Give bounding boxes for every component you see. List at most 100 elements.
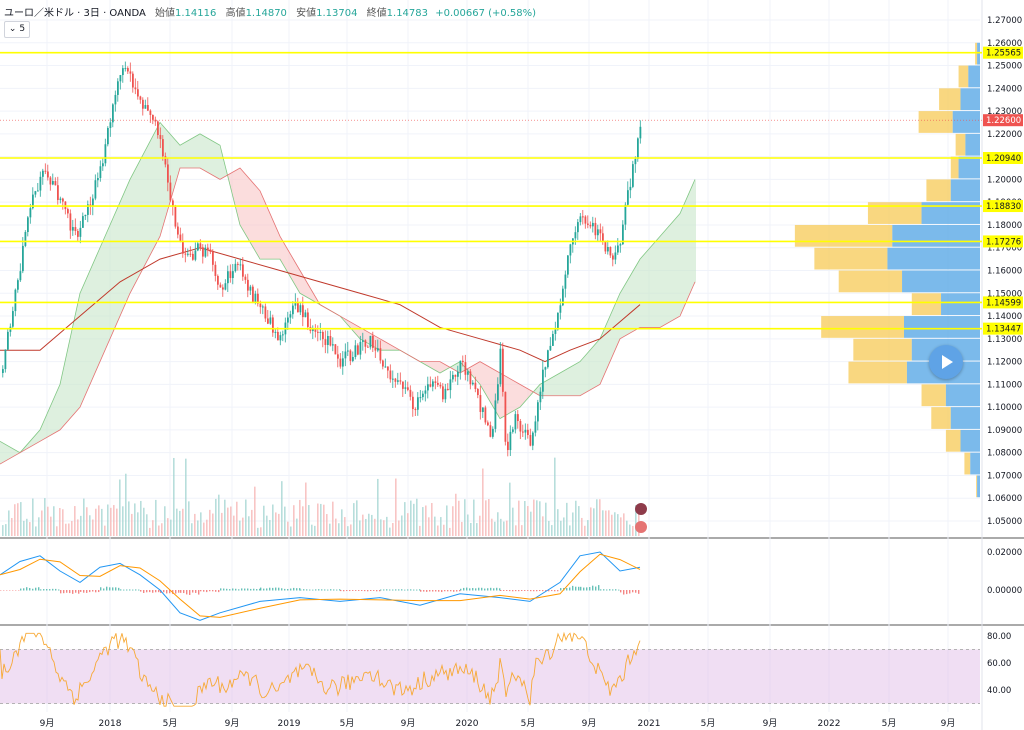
candle-body xyxy=(474,382,477,390)
macd-histogram-bar xyxy=(626,590,628,595)
current-price-badge xyxy=(983,114,1023,127)
volume-bar xyxy=(308,505,310,536)
candle-body xyxy=(49,177,52,185)
candle-body xyxy=(567,255,569,275)
change-value: +0.00667 (+0.58%) xyxy=(435,8,537,19)
price-tick-label: 1.17000 xyxy=(987,244,1022,254)
macd-histogram-bar xyxy=(126,589,128,591)
ichimoku-cloud-segment xyxy=(546,379,549,396)
ichimoku-cloud-segment xyxy=(516,382,519,410)
candle-body xyxy=(597,229,599,236)
candle-body xyxy=(357,345,359,355)
macd-histogram-bar xyxy=(275,587,277,591)
ichimoku-cloud-segment xyxy=(624,281,627,337)
volume-profile-up-bar xyxy=(892,224,980,247)
candle-body xyxy=(624,204,627,225)
macd-histogram-bar xyxy=(638,590,640,594)
macd-histogram-bar xyxy=(635,590,637,593)
macd-histogram-bar xyxy=(419,589,421,591)
candle-body xyxy=(504,391,507,442)
candle-body xyxy=(257,293,259,304)
volume-bar xyxy=(374,518,376,536)
ichimoku-cloud-segment xyxy=(492,368,495,410)
volume-profile-up-bar xyxy=(950,179,980,202)
candle-body xyxy=(377,348,379,351)
candle-body xyxy=(459,360,462,372)
ichimoku-cloud-segment xyxy=(153,130,156,250)
volume-bar xyxy=(575,500,577,536)
candle-body xyxy=(69,213,72,231)
volume-bar xyxy=(95,508,97,536)
indicator-toggle-button[interactable]: ⌄ 5 xyxy=(4,21,30,38)
candle-body xyxy=(299,305,302,313)
macd-histogram-bar xyxy=(146,590,148,593)
volume-bar xyxy=(41,510,43,536)
macd-histogram-bar xyxy=(120,589,122,591)
volume-bar xyxy=(278,513,280,536)
macd-histogram-bar xyxy=(115,587,117,591)
ichimoku-cloud-segment xyxy=(363,329,366,343)
candle-body xyxy=(634,158,637,165)
ichimoku-cloud-segment xyxy=(582,355,585,395)
volume-bar xyxy=(410,500,412,536)
ichimoku-cloud-segment xyxy=(426,361,429,367)
ichimoku-cloud-segment xyxy=(627,276,630,335)
volume-bar xyxy=(224,499,226,536)
macd-histogram-bar xyxy=(69,590,71,594)
macd-histogram-bar xyxy=(545,590,547,591)
macd-histogram-bar xyxy=(548,590,550,592)
ichimoku-cloud-segment xyxy=(435,361,438,372)
ichimoku-cloud-segment xyxy=(606,318,609,371)
price-tick-label: 1.08000 xyxy=(987,449,1022,459)
ichimoku-cloud-segment xyxy=(45,411,48,439)
macd-histogram-bar xyxy=(410,589,412,591)
volume-bar xyxy=(599,499,601,536)
macd-histogram-bar xyxy=(290,588,292,591)
macd-tick-label: 0.02000 xyxy=(987,548,1022,558)
volume-profile-up-bar xyxy=(965,133,980,156)
candle-body xyxy=(472,382,474,385)
volume-bar xyxy=(413,503,415,536)
play-icon[interactable] xyxy=(929,345,963,379)
event-flag-icon[interactable] xyxy=(635,503,647,515)
time-tick-label: 5月 xyxy=(521,718,536,729)
volume-bar xyxy=(284,506,286,536)
macd-histogram-bar xyxy=(312,589,314,591)
candle-body xyxy=(602,233,604,242)
candle-body xyxy=(52,181,54,185)
macd-histogram-bar xyxy=(475,588,477,591)
candle-body xyxy=(102,163,104,167)
event-flag-icon[interactable] xyxy=(635,521,647,533)
volume-bar xyxy=(35,526,37,536)
volume-bar xyxy=(218,494,220,536)
ichimoku-cloud-segment xyxy=(243,171,246,236)
volume-bar xyxy=(194,513,196,536)
candle-body xyxy=(264,306,267,319)
macd-histogram-bar xyxy=(40,589,42,591)
volume-bar xyxy=(494,521,496,536)
volume-bar xyxy=(203,522,205,536)
ichimoku-cloud-segment xyxy=(474,363,477,381)
volume-bar xyxy=(512,507,514,536)
candle-body xyxy=(194,250,197,260)
ichimoku-cloud-segment xyxy=(375,335,378,350)
ichimoku-cloud-segment xyxy=(51,398,54,436)
volume-bar xyxy=(59,508,61,536)
volume-bar xyxy=(80,515,82,536)
volume-bar xyxy=(209,509,211,536)
volume-bar xyxy=(101,508,103,536)
candle-body xyxy=(399,380,402,382)
level-price-label: 1.18830 xyxy=(986,202,1021,212)
ichimoku-cloud-segment xyxy=(678,211,681,318)
macd-histogram-bar xyxy=(373,590,375,591)
ichimoku-cloud-segment xyxy=(213,141,216,178)
symbol-title[interactable]: ユーロ／米ドル · 3日 · OANDA xyxy=(4,8,146,19)
ichimoku-cloud-segment xyxy=(57,384,60,432)
macd-histogram-bar xyxy=(318,589,320,591)
candle-body xyxy=(74,227,77,232)
candle-body xyxy=(394,378,397,382)
macd-histogram-bar xyxy=(346,590,348,592)
ichimoku-cloud-segment xyxy=(69,329,72,420)
candle-body xyxy=(307,312,309,327)
